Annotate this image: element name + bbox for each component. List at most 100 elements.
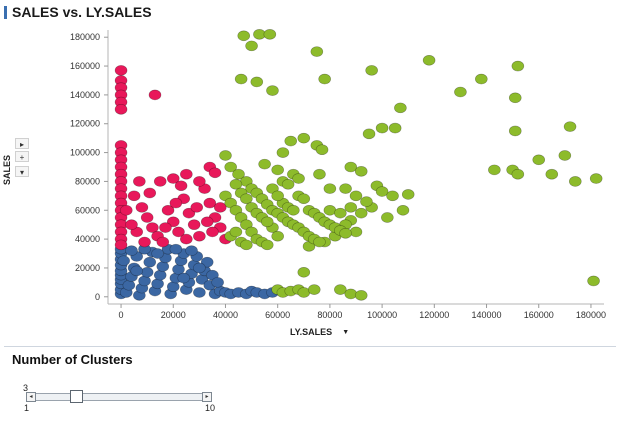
scatter-point-cluster-3 — [234, 73, 248, 85]
x-tick-label: 120000 — [419, 310, 449, 320]
scatter-point-cluster-1 — [125, 245, 138, 256]
scatter-point-cluster-3 — [349, 226, 363, 238]
scatter-point-cluster-3 — [532, 154, 546, 166]
scatter-point-cluster-3 — [219, 150, 232, 161]
zoom-plus-icon[interactable]: + — [15, 151, 29, 162]
scatter-point-cluster-1 — [193, 287, 206, 298]
slider-right-arrow-icon[interactable]: ▸ — [202, 392, 212, 402]
scatter-point-cluster-2 — [180, 233, 193, 245]
scatter-point-cluster-3 — [339, 228, 352, 239]
scatter-point-cluster-3 — [511, 60, 525, 72]
y-tick-label: 180000 — [70, 32, 100, 42]
scatter-point-cluster-3 — [334, 207, 347, 219]
scatter-point-cluster-1 — [185, 245, 198, 256]
scatter-point-cluster-2 — [148, 89, 162, 101]
scatter-point-cluster-3 — [568, 176, 582, 187]
y-axis-label-control[interactable]: SALES — [2, 145, 16, 185]
slider-left-arrow-icon[interactable]: ◂ — [26, 392, 36, 402]
y-tick-label: 120000 — [70, 119, 100, 129]
scatter-point-cluster-3 — [422, 54, 436, 66]
scatter-point-cluster-3 — [354, 166, 368, 177]
scatter-point-cluster-3 — [563, 121, 577, 132]
scatter-point-cluster-3 — [511, 168, 525, 180]
scatter-point-cluster-3 — [263, 29, 277, 40]
scatter-point-cluster-3 — [388, 122, 402, 134]
scatter-point-cluster-2 — [187, 219, 201, 230]
scatter-point-cluster-1 — [138, 275, 151, 287]
scatter-point-cluster-3 — [318, 73, 331, 85]
x-tick-label: 40000 — [213, 310, 238, 320]
scatter-point-cluster-3 — [313, 236, 326, 248]
chevron-down-icon[interactable]: ▼ — [342, 328, 350, 336]
scatter-point-cluster-3 — [401, 189, 415, 200]
scatter-point-cluster-3 — [545, 168, 559, 180]
scatter-point-cluster-1 — [151, 278, 164, 290]
scatter-point-cluster-3 — [475, 73, 488, 85]
scatter-point-cluster-3 — [508, 92, 522, 104]
scatter-point-cluster-3 — [260, 216, 274, 228]
scatter-point-cluster-3 — [237, 30, 251, 42]
y-tick-label: 80000 — [75, 176, 100, 186]
scatter-point-cluster-3 — [240, 193, 253, 205]
scatter-point-cluster-1 — [200, 256, 214, 268]
cluster-slider-thumb[interactable] — [69, 390, 83, 403]
x-tick-label: 180000 — [576, 310, 606, 320]
scatter-point-cluster-3 — [240, 239, 253, 251]
scatter-point-cluster-2 — [182, 207, 196, 219]
scatter-point-cluster-3 — [297, 193, 311, 205]
scatter-point-cluster-3 — [365, 65, 378, 76]
scatter-point-cluster-1 — [177, 272, 191, 284]
x-axis-label: LY.SALES — [290, 327, 333, 337]
scatter-point-cluster-3 — [271, 164, 284, 176]
scatter-point-cluster-2 — [190, 202, 204, 213]
y-tick-label: 40000 — [75, 234, 100, 244]
scatter-point-cluster-3 — [454, 86, 467, 98]
scatter-point-cluster-1 — [156, 261, 170, 272]
scatter-point-cluster-3 — [287, 204, 300, 216]
scatter-point-cluster-3 — [297, 266, 311, 278]
scatter-point-cluster-3 — [281, 179, 295, 190]
scatter-point-cluster-3 — [344, 202, 358, 213]
scatter-point-cluster-2 — [172, 226, 185, 238]
scatter-point-cluster-1 — [153, 269, 167, 281]
panel-divider — [4, 346, 616, 347]
scatter-point-cluster-3 — [344, 161, 358, 173]
scatter-point-cluster-2 — [169, 197, 183, 209]
scatter-point-cluster-3 — [315, 144, 329, 155]
scatter-point-cluster-2 — [138, 236, 151, 248]
scatter-point-cluster-3 — [354, 207, 368, 219]
play-control-icon[interactable]: ▸ — [15, 138, 29, 149]
cluster-slider-track[interactable] — [26, 393, 212, 401]
scatter-point-cluster-1 — [193, 262, 206, 274]
scatter-point-cluster-2 — [143, 187, 157, 199]
y-tick-label: 100000 — [70, 148, 100, 158]
scatter-point-cluster-2 — [140, 212, 154, 223]
scatter-point-cluster-3 — [354, 290, 368, 301]
scatter-point-cluster-2 — [180, 168, 193, 180]
scatter-point-cluster-3 — [232, 168, 245, 180]
scatter-point-cluster-3 — [488, 164, 501, 176]
scatter-point-cluster-2 — [114, 65, 128, 76]
scatter-point-cluster-3 — [587, 275, 600, 287]
scatter-point-cluster-2 — [127, 190, 141, 202]
scatter-point-cluster-3 — [229, 179, 243, 190]
scatter-point-cluster-3 — [394, 102, 407, 114]
y-tick-label: 60000 — [75, 205, 100, 215]
axis-menu-icon[interactable]: ▾ — [15, 166, 29, 177]
scatter-point-cluster-2 — [146, 222, 159, 233]
scatter-point-cluster-2 — [174, 180, 188, 192]
scatter-point-cluster-2 — [206, 226, 219, 238]
scatter-point-cluster-3 — [589, 173, 603, 184]
slider-max-label: 10 — [205, 403, 216, 413]
scatter-point-cluster-2 — [114, 239, 128, 251]
scatter-point-cluster-3 — [381, 212, 394, 223]
scatter-point-cluster-2 — [153, 176, 167, 187]
scatter-point-cluster-3 — [307, 284, 321, 295]
x-axis-label-control[interactable]: LY.SALES ▼ — [290, 325, 349, 339]
scatter-point-cluster-3 — [276, 147, 290, 158]
x-tick-label: 60000 — [265, 310, 290, 320]
scatter-point-cluster-3 — [229, 226, 243, 238]
scatter-point-cluster-2 — [135, 202, 149, 213]
scatter-point-cluster-2 — [125, 219, 138, 230]
scatter-point-cluster-2 — [166, 173, 180, 184]
